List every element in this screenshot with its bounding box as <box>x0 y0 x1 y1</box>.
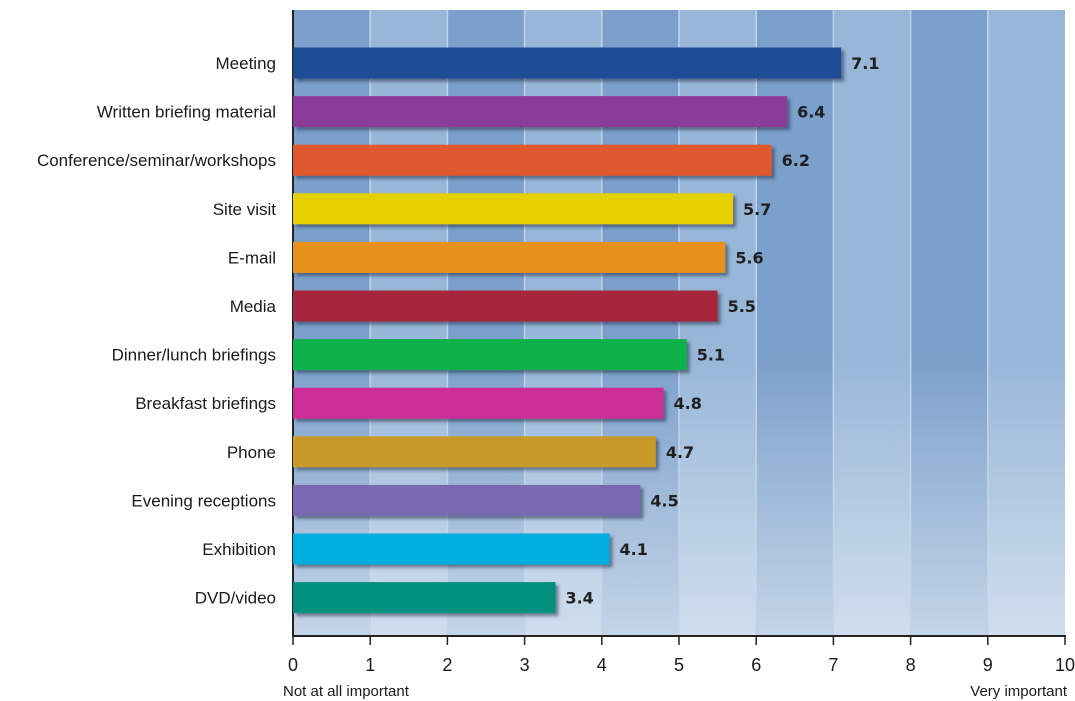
bar <box>293 533 610 565</box>
x-tick-label: 4 <box>597 655 607 675</box>
x-tick-label: 8 <box>906 655 916 675</box>
value-label: 5.5 <box>728 297 756 316</box>
bar <box>293 339 687 371</box>
category-labels: Meeting Written briefing material Conferen… <box>37 54 277 608</box>
bar <box>293 436 656 468</box>
x-tick-label: 3 <box>520 655 530 675</box>
x-tick-label: 0 <box>288 655 298 675</box>
value-label: 4.7 <box>666 443 694 462</box>
value-label: 5.1 <box>697 346 725 365</box>
x-tick-label: 9 <box>983 655 993 675</box>
value-label: 3.4 <box>565 589 593 608</box>
bar <box>293 96 788 128</box>
x-axis-ticks: 0 1 2 3 4 5 6 7 8 9 10 <box>288 636 1075 675</box>
x-tick-label: 6 <box>751 655 761 675</box>
bar <box>293 290 718 322</box>
value-label: 4.5 <box>650 491 678 510</box>
bar <box>293 241 726 273</box>
category-label: Exhibition <box>202 540 276 559</box>
category-label: Dinner/lunch briefings <box>112 346 276 365</box>
bars <box>293 47 842 614</box>
x-axis-max-label: Very important <box>970 683 1068 700</box>
bar <box>293 387 664 419</box>
value-labels: 7.1 6.4 6.2 5.7 5.6 5.5 5.1 4.8 4.7 4.5 4.1 3.4 <box>565 54 879 608</box>
value-label: 6.4 <box>797 103 825 122</box>
value-label: 6.2 <box>782 151 810 170</box>
category-label: Meeting <box>216 54 276 73</box>
x-axis-min-label: Not at all important <box>283 683 410 700</box>
category-label: Evening receptions <box>131 491 276 510</box>
category-label: E-mail <box>228 248 276 267</box>
category-label: Written briefing material <box>97 103 276 122</box>
x-tick-label: 5 <box>674 655 684 675</box>
value-label: 4.1 <box>620 540 648 559</box>
x-tick-label: 2 <box>442 655 452 675</box>
x-tick-label: 7 <box>828 655 838 675</box>
category-label: Site visit <box>213 200 277 219</box>
bar <box>293 193 734 225</box>
x-tick-label: 1 <box>365 655 375 675</box>
grid-lines <box>369 10 989 636</box>
category-label: Conference/seminar/workshops <box>37 151 276 170</box>
category-label: Phone <box>227 443 276 462</box>
category-label: DVD/video <box>195 589 276 608</box>
value-label: 5.7 <box>743 200 771 219</box>
bar <box>293 47 842 79</box>
category-label: Media <box>230 297 277 316</box>
value-label: 4.8 <box>674 394 702 413</box>
value-label: 7.1 <box>851 54 879 73</box>
value-label: 5.6 <box>735 248 763 267</box>
x-tick-label: 10 <box>1055 655 1075 675</box>
bar <box>293 484 641 516</box>
bar <box>293 582 556 614</box>
bar <box>293 144 772 176</box>
category-label: Breakfast briefings <box>135 394 276 413</box>
